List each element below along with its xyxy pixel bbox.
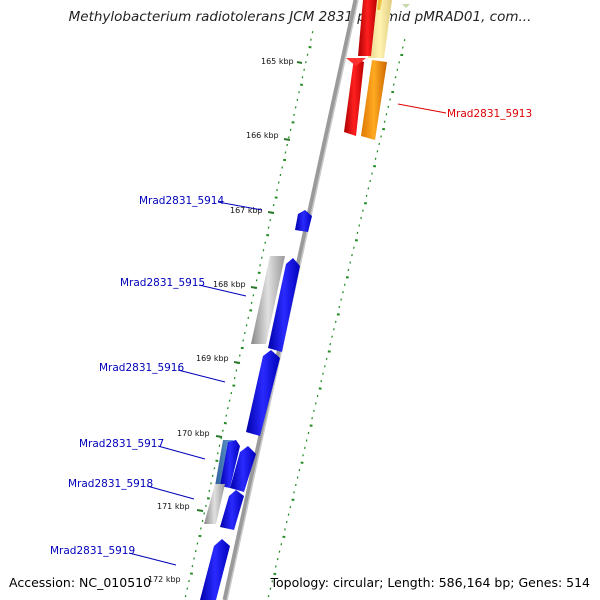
gene-label-5914[interactable]: Mrad2831_5914	[139, 195, 224, 207]
gene-arrow-5913-mark	[402, 4, 410, 8]
forward-genes	[344, 0, 410, 140]
leader-line	[128, 552, 177, 566]
tick-label-167: 167 kbp	[230, 206, 263, 215]
tick-label-172: 172 kbp	[148, 575, 181, 584]
gene-label-5919[interactable]: Mrad2831_5919	[50, 545, 135, 557]
gene-label-5913[interactable]: Mrad2831_5913	[447, 108, 532, 120]
gene-label-5917[interactable]: Mrad2831_5917	[79, 438, 164, 450]
gc-skew-track-right	[267, 39, 406, 598]
tick-label-170: 170 kbp	[177, 429, 210, 438]
gene-labels: Mrad2831_5913 Mrad2831_5914 Mrad2831_591…	[50, 103, 532, 566]
accession-label: Accession: NC_010510	[9, 575, 152, 590]
tick-marks: 165 kbp 166 kbp 167 kbp 168 kbp 169 kbp …	[148, 57, 303, 584]
gene-arrow-5914[interactable]	[295, 210, 312, 232]
gene-label-5918[interactable]: Mrad2831_5918	[68, 478, 153, 490]
leader-line	[198, 284, 247, 297]
leader-line	[157, 445, 206, 460]
tick-mark	[250, 286, 258, 289]
tick-mark	[215, 435, 223, 438]
tick-mark	[233, 361, 241, 364]
tick-mark	[283, 138, 291, 141]
gene-arrow-5916[interactable]	[246, 350, 280, 436]
leader-line	[397, 103, 447, 114]
tick-mark	[296, 61, 303, 64]
gene-label-5915[interactable]: Mrad2831_5915	[120, 277, 205, 289]
gene-arrow-5913[interactable]	[344, 58, 364, 136]
tick-mark	[196, 509, 204, 512]
gc-skew-track-left	[184, 31, 314, 598]
topology-label: Topology: circular; Length: 586,164 bp; …	[270, 575, 591, 590]
gene-arrow-5917b[interactable]	[230, 446, 256, 492]
gene-arrow-5919[interactable]	[200, 539, 230, 600]
gene-arrow-5913-upper[interactable]	[358, 0, 377, 56]
tick-label-169: 169 kbp	[196, 354, 229, 363]
leader-line	[217, 201, 263, 211]
tick-label-168: 168 kbp	[213, 280, 246, 289]
gene-arrow-5915[interactable]	[268, 258, 300, 352]
gene-arrow-5915-shadow[interactable]	[251, 256, 285, 344]
gene-arrow-5918-shadow[interactable]	[204, 484, 225, 524]
tick-label-166: 166 kbp	[246, 131, 279, 140]
gene-arrow-5918[interactable]	[220, 490, 244, 530]
map-title: Methylobacterium radiotolerans JCM 2831 …	[68, 9, 532, 25]
tick-label-171: 171 kbp	[157, 502, 190, 511]
leader-line	[177, 369, 226, 383]
gene-arrow-5913-tip	[346, 58, 366, 66]
gene-arrow-orange[interactable]	[361, 60, 387, 140]
gene-label-5916[interactable]: Mrad2831_5916	[99, 362, 184, 374]
tick-label-165: 165 kbp	[261, 57, 294, 66]
tick-mark	[267, 211, 275, 214]
gene-arrow-5917[interactable]	[220, 440, 240, 488]
reverse-genes	[200, 210, 312, 600]
gene-arrow-orange-upper[interactable]	[377, 0, 382, 10]
leader-line	[146, 485, 195, 500]
